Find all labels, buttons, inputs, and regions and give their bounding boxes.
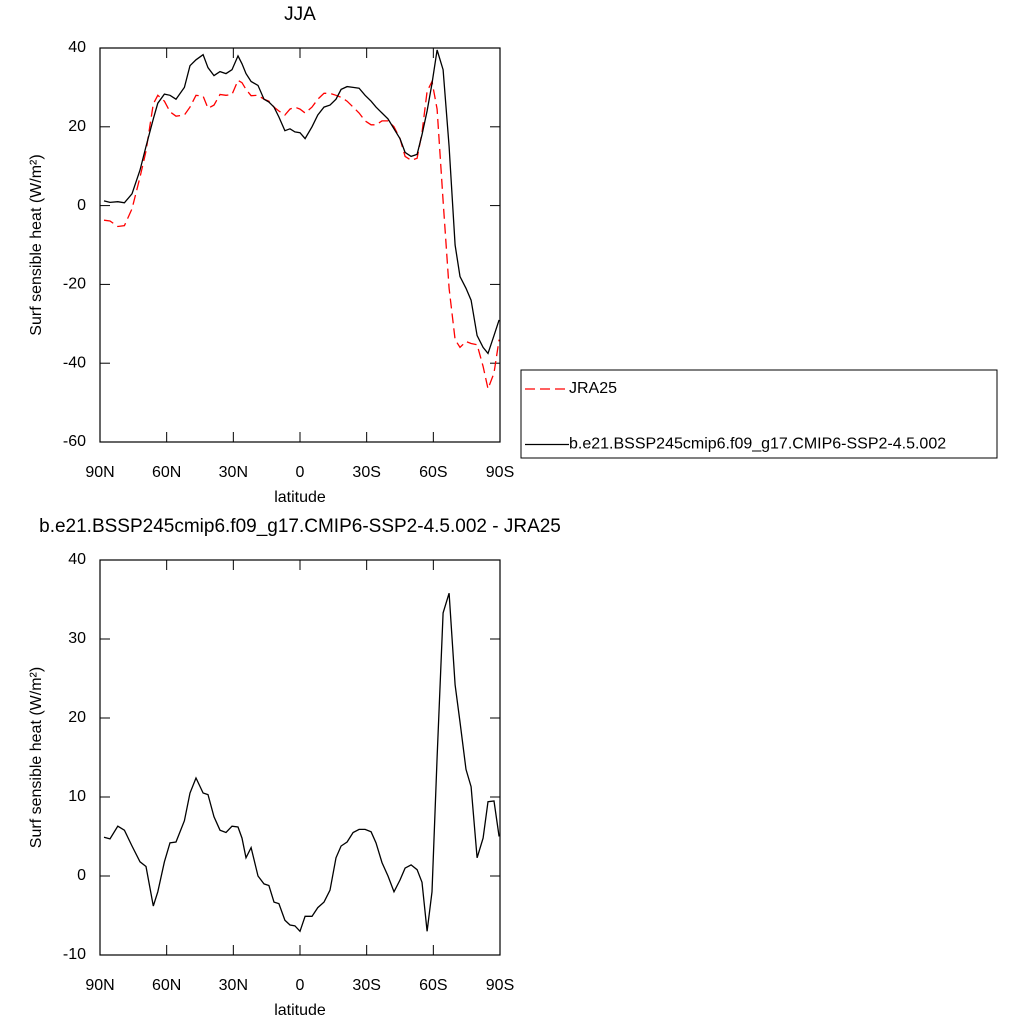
- x-axis-label: latitude: [274, 1002, 326, 1019]
- y-tick-label: 40: [68, 551, 86, 568]
- chart-title: b.e21.BSSP245cmip6.f09_g17.CMIP6-SSP2-4.…: [39, 516, 561, 537]
- x-tick-label: 60S: [419, 464, 447, 481]
- y-axis-label: Surf sensible heat (W/m²): [28, 667, 45, 848]
- y-tick-label: 30: [68, 630, 86, 647]
- x-tick-label: 90S: [486, 464, 514, 481]
- legend-box: [520, 369, 998, 459]
- y-tick-label: 20: [68, 709, 86, 726]
- x-tick-label: 30S: [352, 464, 380, 481]
- plot-frame: [99, 47, 501, 443]
- y-tick-label: -40: [63, 354, 86, 371]
- x-tick-label: 90N: [85, 464, 114, 481]
- data-line: [103, 79, 500, 392]
- x-tick-label: 0: [296, 464, 305, 481]
- plot-frame: [99, 559, 501, 956]
- y-tick-label: -60: [63, 433, 86, 450]
- x-tick-label: 90S: [486, 977, 514, 994]
- y-tick-label: 0: [77, 197, 86, 214]
- chart-title: JJA: [284, 4, 316, 25]
- y-axis-label: Surf sensible heat (W/m²): [28, 154, 45, 335]
- y-tick-label: -10: [63, 946, 86, 963]
- data-line: [103, 49, 500, 355]
- x-tick-label: 60S: [419, 977, 447, 994]
- x-tick-label: 30N: [219, 977, 248, 994]
- x-tick-label: 30N: [219, 464, 248, 481]
- x-axis-label: latitude: [274, 489, 326, 506]
- y-tick-label: 20: [68, 118, 86, 135]
- y-tick-label: 0: [77, 867, 86, 884]
- x-tick-label: 0: [296, 977, 305, 994]
- x-tick-label: 60N: [152, 464, 181, 481]
- legend-label: b.e21.BSSP245cmip6.f09_g17.CMIP6-SSP2-4.…: [569, 436, 946, 453]
- x-tick-label: 60N: [152, 977, 181, 994]
- legend-label: JRA25: [569, 380, 617, 397]
- y-tick-label: 10: [68, 788, 86, 805]
- x-tick-label: 30S: [352, 977, 380, 994]
- y-tick-label: -20: [63, 276, 86, 293]
- y-tick-label: 40: [68, 39, 86, 56]
- x-tick-label: 90N: [85, 977, 114, 994]
- data-line: [103, 593, 500, 933]
